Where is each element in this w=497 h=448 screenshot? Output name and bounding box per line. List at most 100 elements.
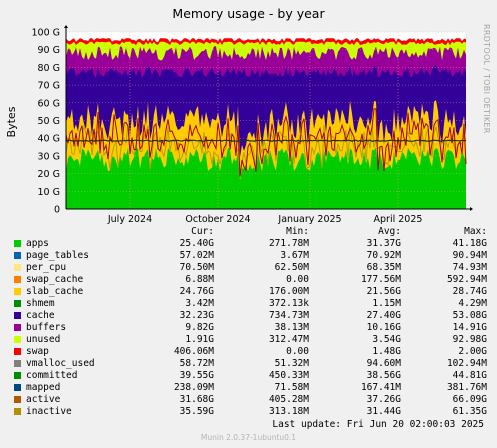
legend-cur-value: 58.72M <box>179 358 214 369</box>
legend-max-value: 381.76M <box>446 382 487 393</box>
legend-series-name: swap <box>26 346 49 357</box>
legend-cur-value: 3.42M <box>185 298 214 309</box>
legend-avg-value: 68.35M <box>366 262 401 273</box>
legend-swatch <box>14 312 21 319</box>
legend-avg-value: 70.92M <box>366 250 401 261</box>
legend-swatch <box>14 348 21 355</box>
last-update: Last update: Fri Jun 20 02:00:03 2025 <box>272 419 484 430</box>
legend-row-active: active 31.68G 405.28M 37.26G 66.09G <box>12 394 492 406</box>
legend-cur-value: 1.91G <box>185 334 214 345</box>
legend-min-value: 271.78M <box>268 238 309 249</box>
legend-avg-value: 3.54G <box>372 334 401 345</box>
legend-max-value: 4.29M <box>458 298 487 309</box>
legend-row-swap: swap 406.06M 0.00 1.48G 2.00G <box>12 346 492 358</box>
y-tick-label: 50 G <box>38 116 60 127</box>
y-axis-label: Bytes <box>5 106 18 137</box>
legend-series-name: apps <box>26 238 49 249</box>
line-inactive <box>65 108 467 177</box>
legend-max-value: 44.81G <box>452 370 487 381</box>
legend-min-value: 312.47M <box>268 334 309 345</box>
legend-avg-value: 10.16G <box>366 322 401 333</box>
legend-cur-value: 32.23G <box>179 310 214 321</box>
legend-cur-value: 9.82G <box>185 322 214 333</box>
legend-min-value: 62.50M <box>274 262 309 273</box>
legend-avg-value: 1.48G <box>372 346 401 357</box>
legend-swatch <box>14 372 21 379</box>
legend-max-value: 74.93M <box>452 262 487 273</box>
x-axis-arrow <box>470 207 473 211</box>
y-axis-arrow <box>64 25 68 28</box>
legend-swatch <box>14 276 21 283</box>
chart-title: Memory usage - by year <box>172 6 325 21</box>
legend-cur-value: 406.06M <box>173 346 214 357</box>
legend-row-page-tables: page_tables 57.02M 3.67M 70.92M 90.94M <box>12 250 492 262</box>
legend-min-value: 372.13k <box>268 298 309 309</box>
col-avg-header: Avg: <box>378 226 401 237</box>
legend-row-apps: apps 25.40G 271.78M 31.37G 41.18G <box>12 238 492 250</box>
legend-swatch <box>14 384 21 391</box>
legend-cur-value: 238.09M <box>173 382 214 393</box>
legend-row-swap-cache: swap_cache 6.88M 0.00 177.56M 592.94M <box>12 274 492 286</box>
legend-row-inactive: inactive 35.59G 313.18M 31.44G 61.35G <box>12 406 492 418</box>
legend-cur-value: 31.68G <box>179 394 214 405</box>
legend-max-value: 66.09G <box>452 394 487 405</box>
legend-row-committed: committed 39.55G 450.33M 38.56G 44.81G <box>12 370 492 382</box>
legend-avg-value: 1.15M <box>372 298 401 309</box>
legend-series-name: swap_cache <box>26 274 84 285</box>
legend-max-value: 14.91G <box>452 322 487 333</box>
x-tick-label: October 2024 <box>185 214 250 225</box>
legend-row-vmalloc-used: vmalloc_used 58.72M 51.32M 94.60M 102.94M <box>12 358 492 370</box>
legend-max-value: 102.94M <box>446 358 487 369</box>
legend-cur-value: 35.59G <box>179 406 214 417</box>
line-committed <box>65 139 467 142</box>
legend-min-value: 38.13M <box>274 322 309 333</box>
legend-max-value: 28.74G <box>452 286 487 297</box>
legend-avg-value: 31.37G <box>366 238 401 249</box>
plot-area: 0 10 G 20 G 30 G 40 G 50 G 60 G 70 G 80 G 90 G 100… <box>31 25 473 225</box>
legend-swatch <box>14 288 21 295</box>
legend-cur-value: 25.40G <box>179 238 214 249</box>
legend-avg-value: 94.60M <box>366 358 401 369</box>
legend-swatch <box>14 360 21 367</box>
y-tick-label: 60 G <box>38 98 60 109</box>
legend-swatch <box>14 240 21 247</box>
legend-row-slab-cache: slab_cache 24.76G 176.00M 21.56G 28.74G <box>12 286 492 298</box>
legend-cur-value: 70.50M <box>179 262 214 273</box>
legend-swatch <box>14 300 21 307</box>
legend-max-value: 592.94M <box>446 274 487 285</box>
legend-swatch <box>14 324 21 331</box>
y-tick-label: 10 G <box>38 187 60 198</box>
munin-version: Munin 2.0.37-1ubuntu0.1 <box>200 433 297 442</box>
y-tick-label: 100 G <box>31 28 60 39</box>
y-tick-label: 0 <box>54 205 60 216</box>
legend-swatch <box>14 252 21 259</box>
legend-cur-value: 39.55G <box>179 370 214 381</box>
y-tick-label: 20 G <box>38 169 60 180</box>
legend-swatch <box>14 408 21 415</box>
legend-row-cache: cache 32.23G 734.73M 27.40G 53.08G <box>12 310 492 322</box>
legend-min-value: 450.33M <box>268 370 309 381</box>
y-tick-label: 90 G <box>38 45 60 56</box>
legend-max-value: 53.08G <box>452 310 487 321</box>
legend-max-value: 41.18G <box>452 238 487 249</box>
legend-swatch <box>14 264 21 271</box>
legend-min-value: 734.73M <box>268 310 309 321</box>
legend-swatch <box>14 396 21 403</box>
y-tick-label: 80 G <box>38 63 60 74</box>
legend-series-name: slab_cache <box>26 286 84 297</box>
legend-series-name: active <box>26 394 61 405</box>
legend-avg-value: 177.56M <box>360 274 401 285</box>
legend-min-value: 405.28M <box>268 394 309 405</box>
legend-min-value: 3.67M <box>280 250 309 261</box>
legend-row-buffers: buffers 9.82G 38.13M 10.16G 14.91G <box>12 322 492 334</box>
legend-max-value: 92.98G <box>452 334 487 345</box>
legend-series-name: cache <box>26 310 55 321</box>
legend: Cur: Min: Avg: Max: apps 25.40G 271.78M 31.… <box>12 226 492 418</box>
legend-max-value: 2.00G <box>458 346 487 357</box>
legend-row-shmem: shmem 3.42M 372.13k 1.15M 4.29M <box>12 298 492 310</box>
legend-cur-value: 24.76G <box>179 286 214 297</box>
legend-min-value: 0.00 <box>286 346 309 357</box>
x-tick-label: April 2025 <box>374 214 423 225</box>
legend-row-unused: unused 1.91G 312.47M 3.54G 92.98G <box>12 334 492 346</box>
col-max-header: Max: <box>464 226 487 237</box>
